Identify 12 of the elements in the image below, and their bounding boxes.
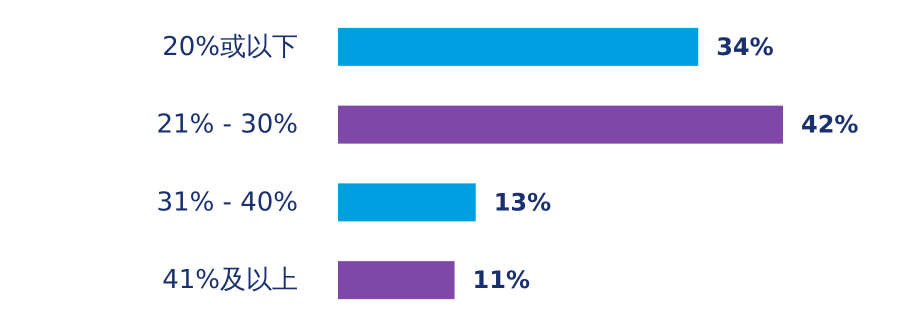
y-tick-label: 41%及以上: [162, 265, 298, 296]
y-tick-label: 20%或以下: [162, 32, 298, 62]
data-label: 13%: [494, 188, 552, 216]
bar: [338, 106, 783, 144]
data-label: 34%: [716, 32, 774, 61]
y-tick-label: 21% - 30%: [156, 110, 298, 140]
bar: [338, 28, 698, 66]
y-tick-label: 31% - 40%: [156, 187, 298, 218]
bar: [338, 261, 455, 300]
data-label: 42%: [801, 110, 858, 139]
bar: [338, 183, 476, 222]
data-label: 11%: [472, 266, 530, 294]
